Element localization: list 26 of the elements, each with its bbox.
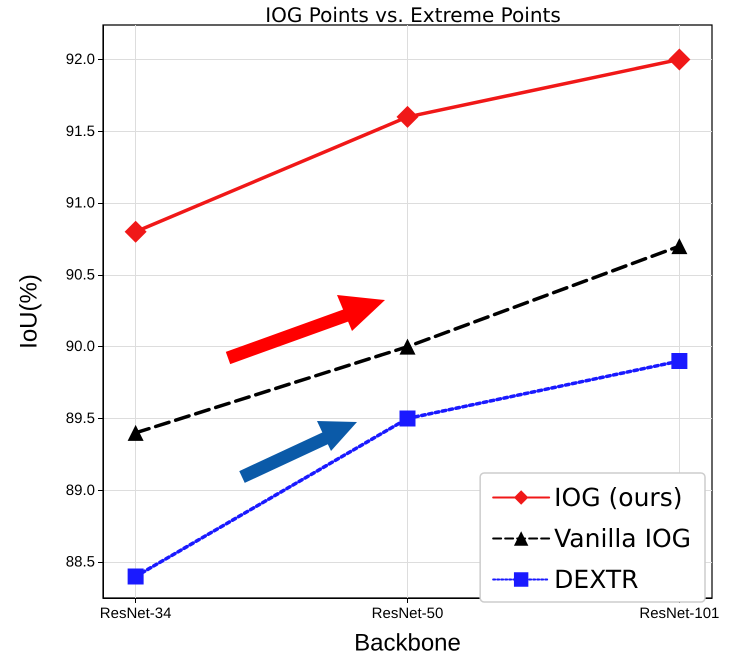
point <box>671 238 688 254</box>
y-axis-title: IoU(%) <box>16 274 42 349</box>
y-tick-label: 92.0 <box>66 50 95 68</box>
legend-label: IOG (ours) <box>554 483 682 512</box>
point <box>400 338 416 355</box>
x-tick-label: ResNet-34 <box>100 605 172 622</box>
legend-label: Vanilla IOG <box>554 524 692 553</box>
x-tick-label: ResNet-101 <box>639 605 720 622</box>
point <box>128 424 144 441</box>
y-tick-label: 91.5 <box>66 122 95 140</box>
point <box>668 48 690 70</box>
y-tick-label: 88.5 <box>66 554 95 571</box>
y-tick-label: 89.5 <box>66 410 95 427</box>
y-tick-label: 89.0 <box>66 482 95 499</box>
legend-label: DEXTR <box>554 565 639 594</box>
point <box>671 353 688 370</box>
point <box>128 568 144 584</box>
y-tick-label: 90.5 <box>66 266 95 284</box>
x-axis-title: Backbone <box>354 630 461 656</box>
y-tick-label: 90.0 <box>66 338 95 356</box>
x-tick-label: ResNet-50 <box>372 605 444 622</box>
point <box>400 410 416 426</box>
point <box>396 106 418 128</box>
point <box>124 220 147 243</box>
chart-title: IOG Points vs. Extreme Points <box>265 3 561 27</box>
y-tick-label: 91.0 <box>66 194 95 212</box>
